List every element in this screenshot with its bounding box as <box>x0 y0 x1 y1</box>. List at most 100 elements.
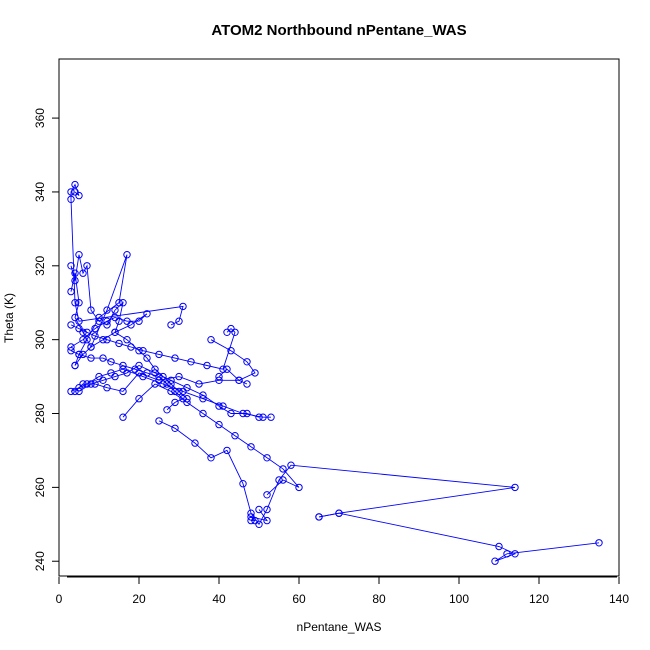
data-point <box>247 513 255 521</box>
data-point <box>71 269 79 277</box>
data-point <box>167 376 175 384</box>
data-point <box>179 387 187 396</box>
data-point <box>115 299 123 307</box>
data-point <box>71 299 79 307</box>
data-point <box>215 376 223 384</box>
chart-title: ATOM2 Northbound nPentane_WAS <box>211 22 466 39</box>
x-tick-label: 60 <box>292 592 306 606</box>
y-tick-label: 260 <box>33 477 47 497</box>
x-tick-label: 140 <box>609 592 629 606</box>
data-point <box>243 358 251 366</box>
data-point <box>155 417 163 425</box>
data-point <box>227 324 235 333</box>
data-point <box>215 402 223 410</box>
data-point <box>67 387 75 396</box>
data-point <box>123 336 131 344</box>
data-point <box>151 365 159 373</box>
data-point <box>239 409 247 418</box>
data-point <box>67 287 75 296</box>
data-point <box>75 299 83 307</box>
data-point <box>79 380 87 388</box>
data-point <box>143 354 151 362</box>
data-point <box>83 328 91 336</box>
data-point <box>87 380 95 388</box>
data-point <box>71 313 79 322</box>
data-point <box>87 354 95 362</box>
y-axis-ticks: 240 260 280 300 320 340 360 <box>33 108 59 571</box>
data-point <box>263 516 271 525</box>
data-point <box>143 369 151 377</box>
data-point <box>279 476 287 484</box>
data-point <box>143 310 151 318</box>
y-tick-label: 340 <box>33 182 47 202</box>
data-point <box>91 380 99 388</box>
y-tick-label: 300 <box>33 329 47 349</box>
series-line-1 <box>70 183 184 326</box>
data-point <box>95 372 103 381</box>
data-point <box>243 409 251 418</box>
data-point <box>255 520 263 528</box>
data-point <box>263 491 271 499</box>
data-point <box>123 251 131 259</box>
data-point <box>75 350 83 359</box>
data-point <box>335 509 343 517</box>
data-point <box>103 321 111 329</box>
data-point <box>103 306 111 314</box>
data-point <box>111 372 119 381</box>
data-point <box>263 454 271 462</box>
data-point <box>231 328 239 336</box>
data-point <box>255 505 263 514</box>
data-point <box>135 369 143 377</box>
data-point <box>95 317 103 325</box>
data-point <box>219 365 227 373</box>
data-point <box>199 391 207 399</box>
data-point <box>223 328 231 336</box>
data-point <box>175 372 183 381</box>
data-point <box>111 313 119 322</box>
data-point <box>87 343 95 351</box>
series-line-3 <box>70 254 128 366</box>
data-point <box>163 380 171 388</box>
series-line-6 <box>70 350 184 411</box>
data-point <box>231 432 239 440</box>
data-point <box>491 557 499 565</box>
data-point <box>103 336 111 344</box>
x-tick-label: 40 <box>212 592 226 606</box>
data-point <box>167 387 175 396</box>
data-point <box>79 350 87 359</box>
data-point <box>595 539 603 547</box>
data-point <box>83 380 91 388</box>
data-point <box>103 384 111 392</box>
data-point <box>67 343 75 351</box>
data-point <box>511 483 519 492</box>
data-point <box>71 276 79 285</box>
data-point <box>75 251 83 259</box>
data-point <box>119 299 127 307</box>
data-point <box>203 361 211 370</box>
data-point <box>495 542 503 551</box>
series-line-14 <box>318 512 600 562</box>
data-point <box>119 413 127 421</box>
data-point <box>111 328 119 336</box>
data-point <box>79 328 87 336</box>
data-point <box>75 384 83 392</box>
data-point <box>83 262 91 270</box>
data-point <box>247 509 255 517</box>
data-point <box>67 195 75 204</box>
data-point <box>259 413 267 421</box>
data-point <box>315 513 323 521</box>
data-point <box>247 443 255 451</box>
data-point <box>91 332 99 340</box>
data-point <box>79 336 87 344</box>
data-point <box>267 413 275 421</box>
data-point <box>167 380 175 388</box>
data-point <box>75 387 83 396</box>
data-point <box>251 369 259 377</box>
data-point <box>163 406 171 414</box>
data-point <box>123 317 131 325</box>
data-point <box>95 313 103 322</box>
data-point <box>183 395 191 403</box>
data-point <box>127 343 135 351</box>
data-point <box>199 409 207 418</box>
x-axis-label: nPentane_WAS <box>297 620 382 634</box>
